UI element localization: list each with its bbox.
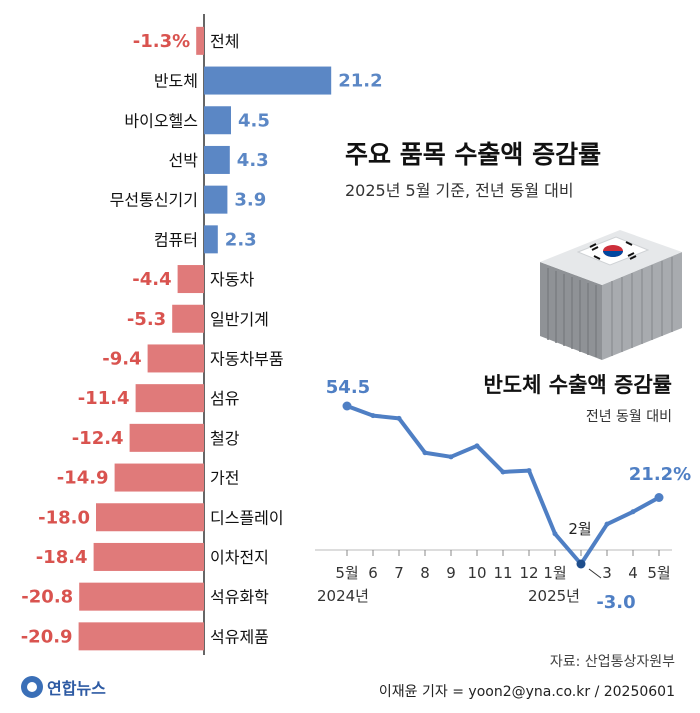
bar-6 xyxy=(177,265,204,294)
x-tick-label: 10 xyxy=(467,564,486,582)
x-tick-label: 5월 xyxy=(335,564,358,582)
line-end-label: 21.2% xyxy=(629,464,691,485)
bar-value-label: -12.4 xyxy=(72,428,124,449)
year-label-2025: 2025년 xyxy=(528,587,580,605)
bar-category-label: 이차전지 xyxy=(210,548,269,567)
bar-9 xyxy=(135,384,204,413)
line-point xyxy=(422,450,428,456)
line-chart-subtitle: 전년 동월 대비 xyxy=(586,409,672,425)
korean-flag-icon xyxy=(576,236,650,266)
bar-category-label: 바이오헬스 xyxy=(124,111,198,130)
line-start-label: 54.5 xyxy=(326,377,370,398)
source-text: 자료: 산업통상자원부 xyxy=(550,654,675,670)
bar-category-label: 자동차부품 xyxy=(210,349,284,368)
line-min-month-label: 2월 xyxy=(568,520,591,538)
x-tick-label: 12 xyxy=(519,564,538,582)
line-chart: 5월 6 7 8 9 10 11 12 1월 3 4 5월 xyxy=(335,401,671,582)
bar-15 xyxy=(78,622,204,651)
bar-value-label: -20.9 xyxy=(21,626,73,647)
svg-text:연합뉴스: 연합뉴스 xyxy=(47,679,106,698)
bar-value-label: -9.4 xyxy=(102,348,141,369)
bar-chart: 전체 -1.3% 반도체 21.2 바이오헬스 4.5 선박 4.3 무선통신기기 3.9 컴퓨터 2… xyxy=(21,14,383,655)
bar-value-label: 4.5 xyxy=(238,110,270,131)
bar-12 xyxy=(96,503,204,532)
bar-value-label: 21.2 xyxy=(338,71,382,92)
line-point xyxy=(370,413,376,419)
x-tick-label: 3 xyxy=(602,564,612,582)
bar-category-label: 전체 xyxy=(210,32,239,51)
line-point xyxy=(576,559,586,569)
bar-category-label: 철강 xyxy=(210,429,240,448)
x-tick-label: 7 xyxy=(394,564,404,582)
bar-value-label: -11.4 xyxy=(78,388,130,409)
bar-category-label: 석유화학 xyxy=(210,588,269,607)
bar-category-label: 자동차 xyxy=(210,270,254,289)
yonhap-logo: 연합뉴스 xyxy=(21,676,106,698)
bar-10 xyxy=(129,423,204,452)
bar-1 xyxy=(204,66,332,95)
line-point xyxy=(630,509,636,515)
bar-5 xyxy=(204,225,218,254)
line-series xyxy=(345,404,661,566)
bar-value-label: 2.3 xyxy=(225,229,257,250)
bar-category-label: 디스플레이 xyxy=(210,508,284,527)
line-point xyxy=(500,469,506,475)
bar-value-label: 3.9 xyxy=(234,190,266,211)
bar-category-label: 석유제품 xyxy=(210,627,269,646)
bar-value-label: -4.4 xyxy=(132,269,171,290)
bar-category-label: 일반기계 xyxy=(210,310,269,329)
bar-category-label: 반도체 xyxy=(154,72,198,91)
bar-value-label: -5.3 xyxy=(127,309,166,330)
bar-8 xyxy=(147,344,204,373)
line-point xyxy=(448,454,454,460)
x-tick-label: 8 xyxy=(420,564,430,582)
bar-category-label: 가전 xyxy=(210,469,239,488)
x-tick-label: 4 xyxy=(628,564,638,582)
bar-category-label: 섬유 xyxy=(210,389,239,408)
bar-4 xyxy=(204,185,228,214)
shipping-container-illustration xyxy=(540,230,682,360)
bar-category-label: 컴퓨터 xyxy=(154,230,198,249)
line-point xyxy=(552,531,558,537)
x-tick-label: 11 xyxy=(493,564,512,582)
credit-text: 이재윤 기자 = yoon2@yna.co.kr / 20250601 xyxy=(379,684,675,700)
bar-value-label: 4.3 xyxy=(237,150,269,171)
line-chart-title: 반도체 수출액 증감률 xyxy=(483,373,672,397)
bar-value-label: -20.8 xyxy=(21,587,73,608)
bar-3 xyxy=(204,145,230,174)
bar-0 xyxy=(196,26,204,55)
x-tick-label: 6 xyxy=(368,564,378,582)
bar-value-label: -14.9 xyxy=(57,468,109,489)
bar-category-label: 무선통신기기 xyxy=(110,191,198,210)
x-tick-label: 9 xyxy=(446,564,456,582)
line-point xyxy=(396,415,402,421)
bar-14 xyxy=(79,582,204,611)
bar-7 xyxy=(172,304,204,333)
year-label-2024: 2024년 xyxy=(317,587,369,605)
line-point xyxy=(474,443,480,449)
bar-value-label: -18.4 xyxy=(36,547,88,568)
line-point xyxy=(604,521,610,527)
bar-category-label: 선박 xyxy=(169,151,199,170)
bar-chart-title: 주요 품목 수출액 증감률 xyxy=(345,140,601,169)
bar-11 xyxy=(114,463,204,492)
line-min-label: -3.0 xyxy=(596,592,635,613)
line-point xyxy=(526,468,532,474)
line-point xyxy=(342,401,352,411)
x-tick-label: 5월 xyxy=(647,564,670,582)
bar-value-label: -18.0 xyxy=(38,507,90,528)
bar-2 xyxy=(204,106,231,135)
line-point xyxy=(654,493,664,503)
bar-13 xyxy=(93,542,204,571)
x-tick-label: 1월 xyxy=(543,564,566,582)
bar-chart-subtitle: 2025년 5월 기준, 전년 동월 대비 xyxy=(345,181,574,200)
min-leader-line xyxy=(588,568,602,579)
bar-value-label: -1.3% xyxy=(133,31,190,52)
